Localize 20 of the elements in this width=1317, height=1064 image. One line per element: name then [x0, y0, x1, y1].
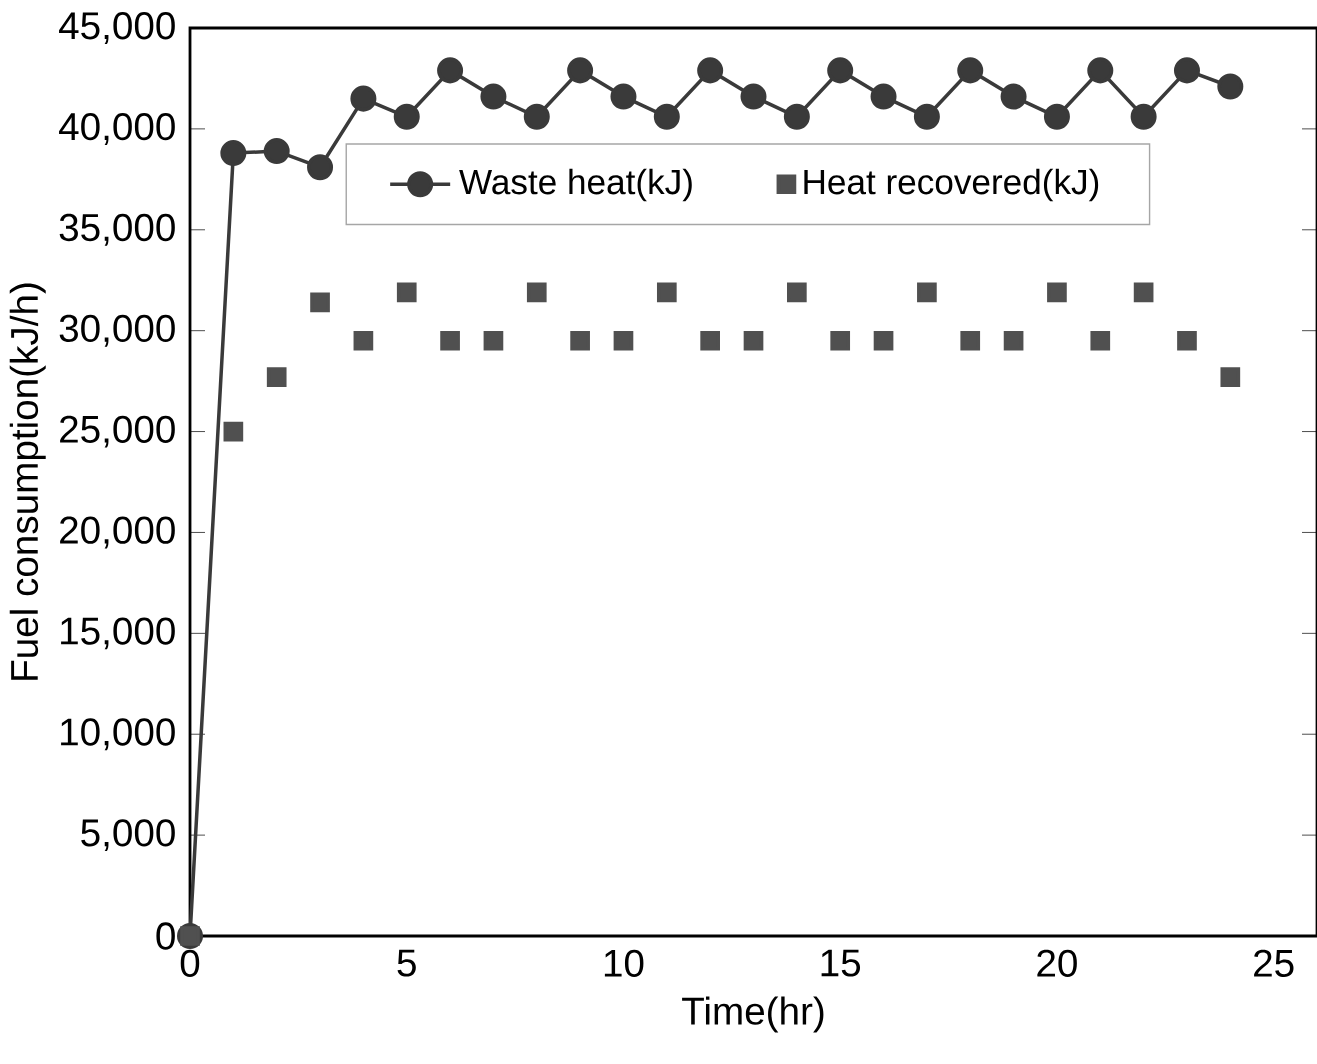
- y-tick-label: 10,000: [61, 718, 175, 751]
- y-axis-title: Fuel consumption(kJ/h): [9, 283, 46, 680]
- x-tick-label: 15: [821, 949, 861, 977]
- y-tick-label: 30,000: [59, 314, 175, 347]
- y-tick-label: 25,000: [60, 415, 175, 448]
- x-tick-label: 0: [180, 949, 200, 977]
- x-tick-label: 25: [1254, 949, 1294, 977]
- x-tick-label: 10: [604, 949, 644, 977]
- y-tick-label: 40,000: [59, 112, 175, 145]
- x-axis-title: Time(hr): [682, 996, 824, 1033]
- y-tick-label: 45,000: [59, 12, 175, 44]
- x-tick-label: 5: [397, 949, 416, 977]
- y-tick-label: 20,000: [60, 516, 175, 549]
- y-tick-label: 15,000: [61, 617, 175, 650]
- legend-label: Waste heat(kJ): [459, 168, 692, 202]
- y-tick-label: 5,000: [81, 819, 175, 852]
- y-tick-label: 35,000: [59, 213, 175, 246]
- x-tick-label: 20: [1037, 949, 1077, 977]
- legend-label: Heat recovered(kJ): [804, 168, 1099, 202]
- y-tick-label: 0: [156, 922, 175, 950]
